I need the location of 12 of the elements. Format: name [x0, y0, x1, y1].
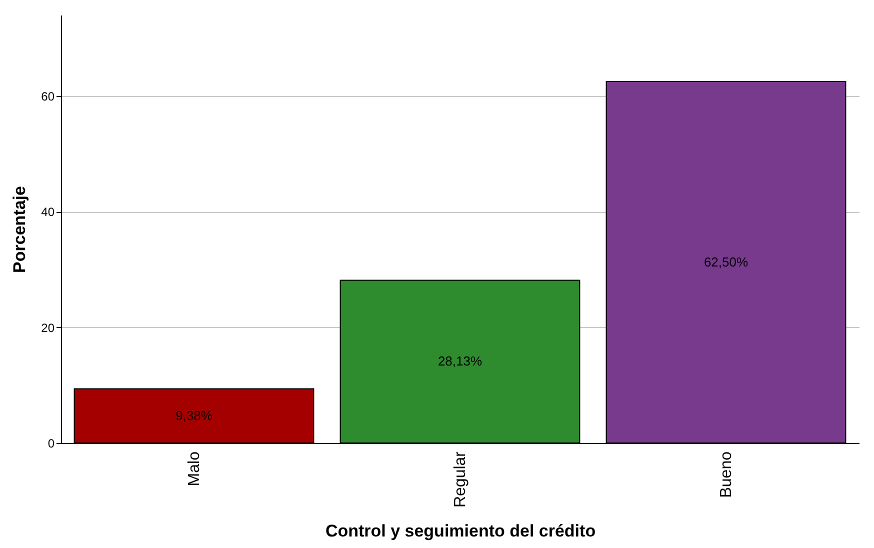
- y-axis-title: Porcentaje: [10, 186, 30, 273]
- x-axis-title: Control y seguimiento del crédito: [325, 522, 596, 541]
- data-label: 28,13%: [438, 354, 482, 369]
- y-tick-label: 40: [41, 205, 55, 220]
- y-tick-label: 0: [48, 436, 55, 450]
- y-tick-label: 60: [41, 89, 55, 104]
- x-tick-label: Malo: [186, 451, 203, 486]
- y-tick-label: 20: [41, 320, 55, 335]
- x-tick-label: Bueno: [718, 451, 735, 498]
- data-label: 9,38%: [176, 408, 213, 423]
- x-tick-label: Regular: [452, 450, 469, 508]
- data-label: 62,50%: [704, 254, 748, 270]
